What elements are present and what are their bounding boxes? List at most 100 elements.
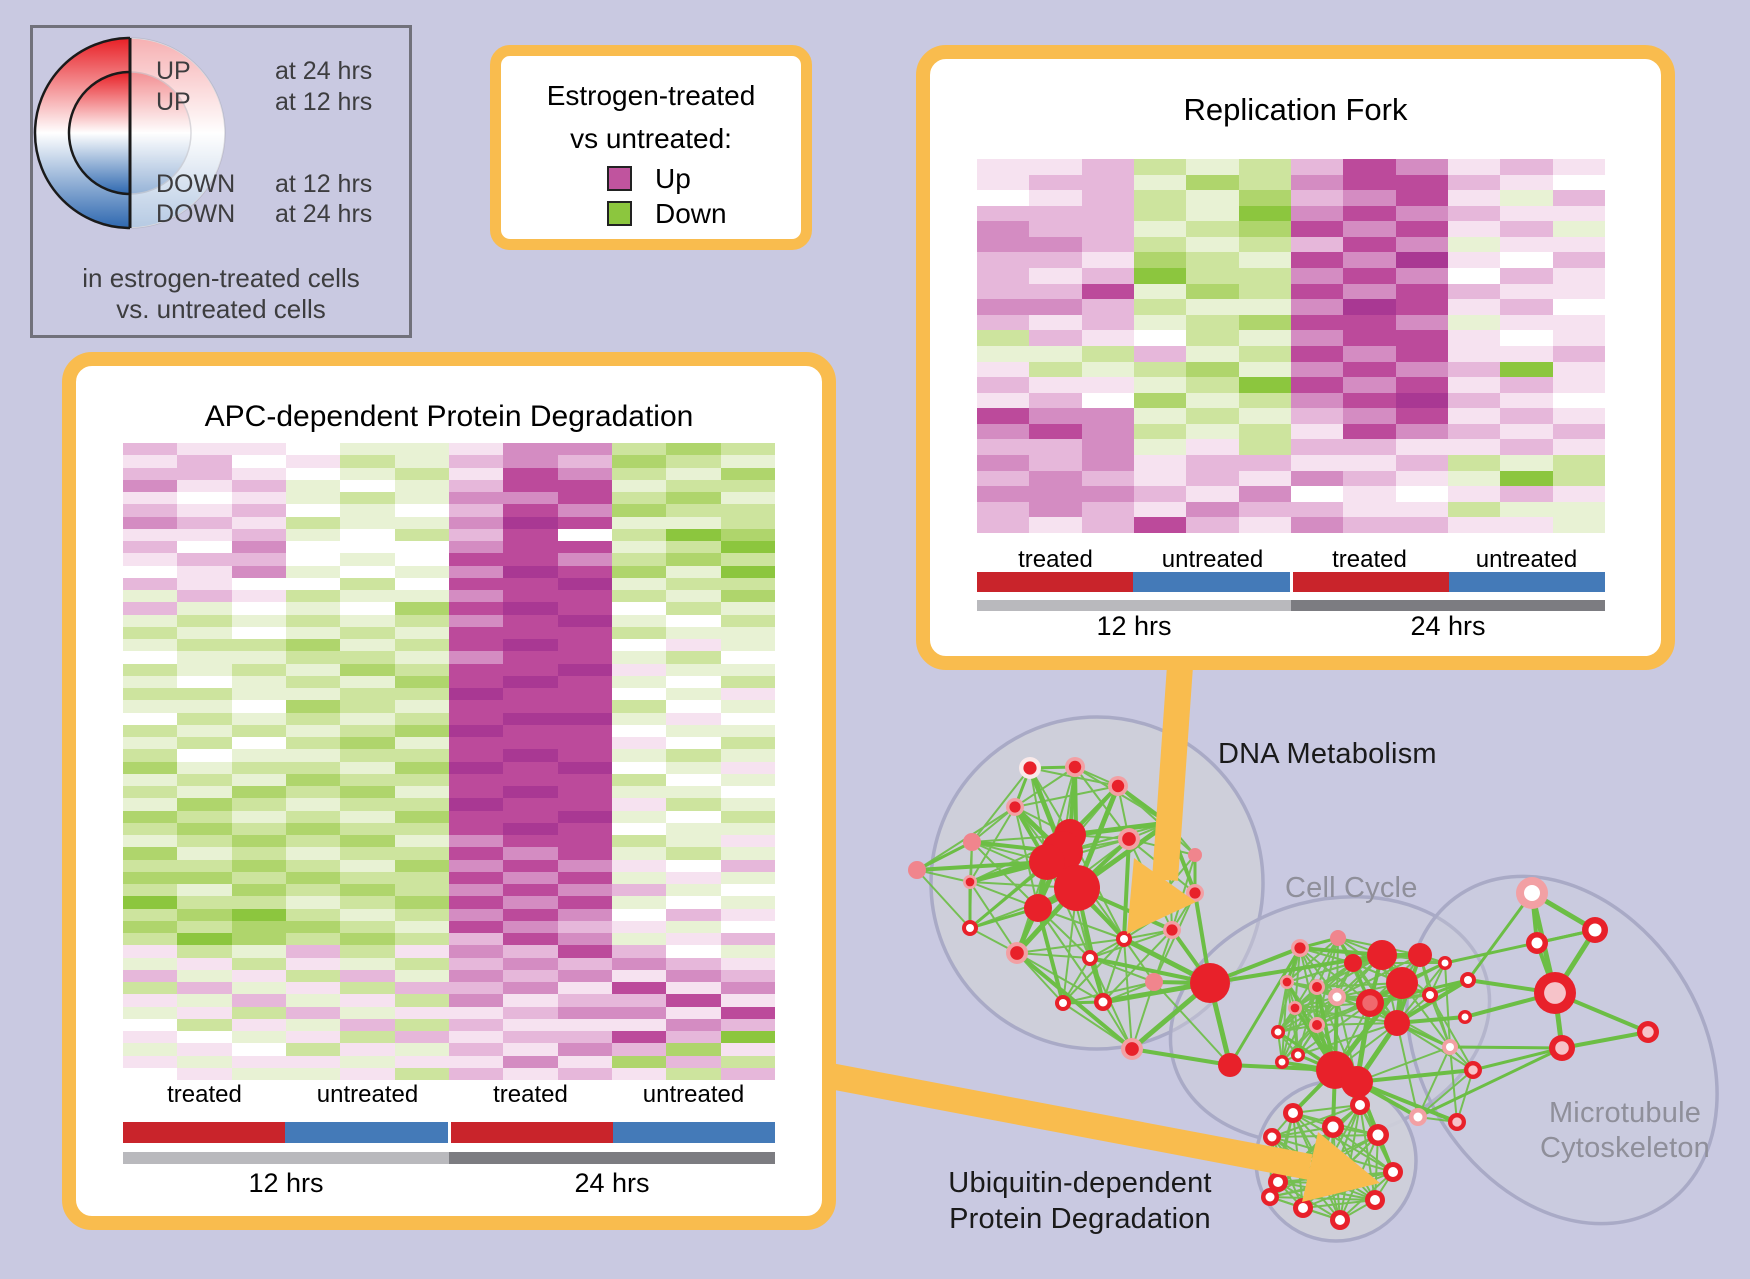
heatmap-cell (557, 479, 612, 492)
heatmap-cell (1500, 392, 1553, 409)
heatmap-cell (1500, 314, 1553, 331)
heatmap-cell (666, 626, 721, 639)
heatmap-cell (1395, 408, 1448, 424)
heatmap-cell (177, 516, 232, 529)
heatmap-cell (394, 577, 449, 590)
heatmap-cell (123, 590, 178, 603)
rf-bar-12hrs (977, 600, 1291, 611)
heatmap-cell (123, 724, 178, 737)
heatmap-cell (1343, 190, 1396, 206)
rf-time-bar (977, 600, 1605, 611)
heatmap-cell (503, 553, 558, 566)
heatmap-cell (720, 1031, 775, 1044)
heatmap-cell (1029, 299, 1082, 315)
heatmap-cell (394, 859, 449, 872)
heatmap-cell (394, 467, 449, 480)
heatmap-cell (340, 553, 395, 566)
heatmap-cell (611, 786, 667, 799)
heatmap-cell (340, 859, 395, 872)
heatmap-cell (340, 982, 395, 995)
heatmap-cell (285, 920, 341, 933)
heatmap-cell (448, 847, 504, 860)
heatmap-cell (448, 688, 504, 701)
heatmap-cell (503, 884, 558, 897)
gene-node (1190, 963, 1230, 1003)
heatmap-cell (1029, 330, 1082, 346)
heatmap-cell (1500, 221, 1553, 237)
heatmap-cell (177, 1031, 232, 1044)
heatmap-cell (1343, 408, 1396, 424)
heatmap-cell (1552, 330, 1605, 346)
heatmap-cell (1238, 517, 1291, 533)
heatmap-cell (231, 467, 286, 480)
heatmap-cell (1447, 470, 1501, 487)
heatmap-cell (666, 663, 721, 676)
heatmap-cell (448, 724, 504, 737)
heatmap-cell (1238, 486, 1291, 502)
heatmap-cell (231, 884, 286, 897)
heatmap-cell (720, 565, 775, 578)
heatmap-cell (340, 810, 395, 823)
heatmap-cell (977, 283, 1030, 300)
heatmap-cell (1133, 501, 1187, 518)
apc-time-bar (123, 1152, 775, 1164)
heatmap-cell (285, 847, 341, 860)
rf-bar-24hrs (1291, 600, 1605, 611)
heatmap-cell (611, 700, 667, 713)
heatmap-cell (1081, 392, 1134, 409)
heatmap-cell (720, 859, 775, 872)
heatmap-cell (1290, 408, 1344, 424)
heatmap-cell (557, 871, 612, 884)
heatmap-cell (666, 1067, 721, 1080)
heatmap-cell (1500, 408, 1553, 424)
heatmap-cell (123, 884, 178, 897)
heatmap-cell (1238, 377, 1291, 393)
heatmap-cell (1238, 268, 1291, 284)
heatmap-cell (1395, 299, 1448, 315)
heatmap-cell (1186, 345, 1239, 362)
heatmap-cell (448, 443, 504, 456)
heatmap-cell (448, 1067, 504, 1080)
heatmap-cell (231, 945, 286, 958)
heatmap-cell (503, 871, 558, 884)
heatmap-cell (123, 443, 178, 456)
heatmap-cell (1290, 330, 1344, 346)
heatmap-cell (1447, 377, 1501, 393)
heatmap-cell (977, 501, 1030, 518)
heatmap-cell (177, 737, 232, 750)
heatmap-cell (611, 492, 667, 505)
heatmap-cell (1029, 423, 1082, 440)
heatmap-cell (1186, 486, 1239, 502)
heatmap-cell (1081, 377, 1134, 393)
heatmap-cell (503, 1006, 558, 1019)
heatmap-cell (1552, 486, 1605, 502)
heatmap-cell (1552, 423, 1605, 440)
heatmap-cell (177, 896, 232, 909)
heatmap-cell (394, 504, 449, 517)
apc-bar-treated-12 (123, 1122, 286, 1143)
heatmap-cell (1029, 455, 1082, 471)
heatmap-cell (448, 577, 504, 590)
heatmap-cell (448, 810, 504, 823)
heatmap-cell (394, 602, 449, 615)
heatmap-cell (977, 221, 1030, 237)
heatmap-cell (666, 577, 721, 590)
heatmap-cell (666, 920, 721, 933)
heatmap-cell (340, 467, 395, 480)
heatmap-cell (611, 565, 667, 578)
updown-gradient-circles (33, 36, 226, 230)
rf-panel-title: Replication Fork (1183, 92, 1408, 127)
heatmap-cell (231, 590, 286, 603)
heatmap-cell (720, 467, 775, 480)
heatmap-cell (977, 345, 1030, 362)
heatmap-cell (177, 712, 232, 725)
heatmap-cell (720, 908, 775, 921)
heatmap-cell (231, 602, 286, 615)
heatmap-cell (557, 528, 612, 541)
heatmap-cell (1186, 268, 1239, 284)
heatmap-cell (1081, 174, 1134, 191)
heatmap-cell (231, 639, 286, 652)
heatmap-cell (720, 602, 775, 615)
heatmap-cell (1447, 486, 1501, 502)
heatmap-cell (557, 1043, 612, 1056)
